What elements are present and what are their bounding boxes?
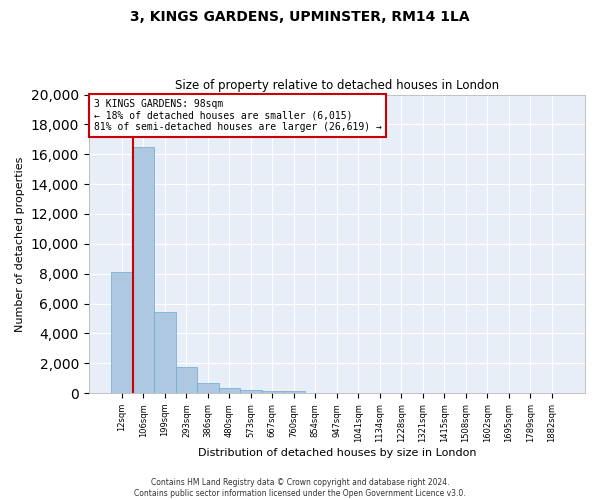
Bar xyxy=(111,272,133,393)
Bar xyxy=(197,382,218,393)
Bar xyxy=(176,367,197,393)
Bar xyxy=(154,312,176,393)
Bar xyxy=(240,390,262,393)
Text: Contains HM Land Registry data © Crown copyright and database right 2024.
Contai: Contains HM Land Registry data © Crown c… xyxy=(134,478,466,498)
Bar xyxy=(133,147,154,393)
X-axis label: Distribution of detached houses by size in London: Distribution of detached houses by size … xyxy=(197,448,476,458)
Title: Size of property relative to detached houses in London: Size of property relative to detached ho… xyxy=(175,79,499,92)
Y-axis label: Number of detached properties: Number of detached properties xyxy=(15,156,25,332)
Bar xyxy=(218,388,240,393)
Text: 3 KINGS GARDENS: 98sqm
← 18% of detached houses are smaller (6,015)
81% of semi-: 3 KINGS GARDENS: 98sqm ← 18% of detached… xyxy=(94,99,382,132)
Bar xyxy=(262,390,283,393)
Text: 3, KINGS GARDENS, UPMINSTER, RM14 1LA: 3, KINGS GARDENS, UPMINSTER, RM14 1LA xyxy=(130,10,470,24)
Bar xyxy=(283,392,305,393)
